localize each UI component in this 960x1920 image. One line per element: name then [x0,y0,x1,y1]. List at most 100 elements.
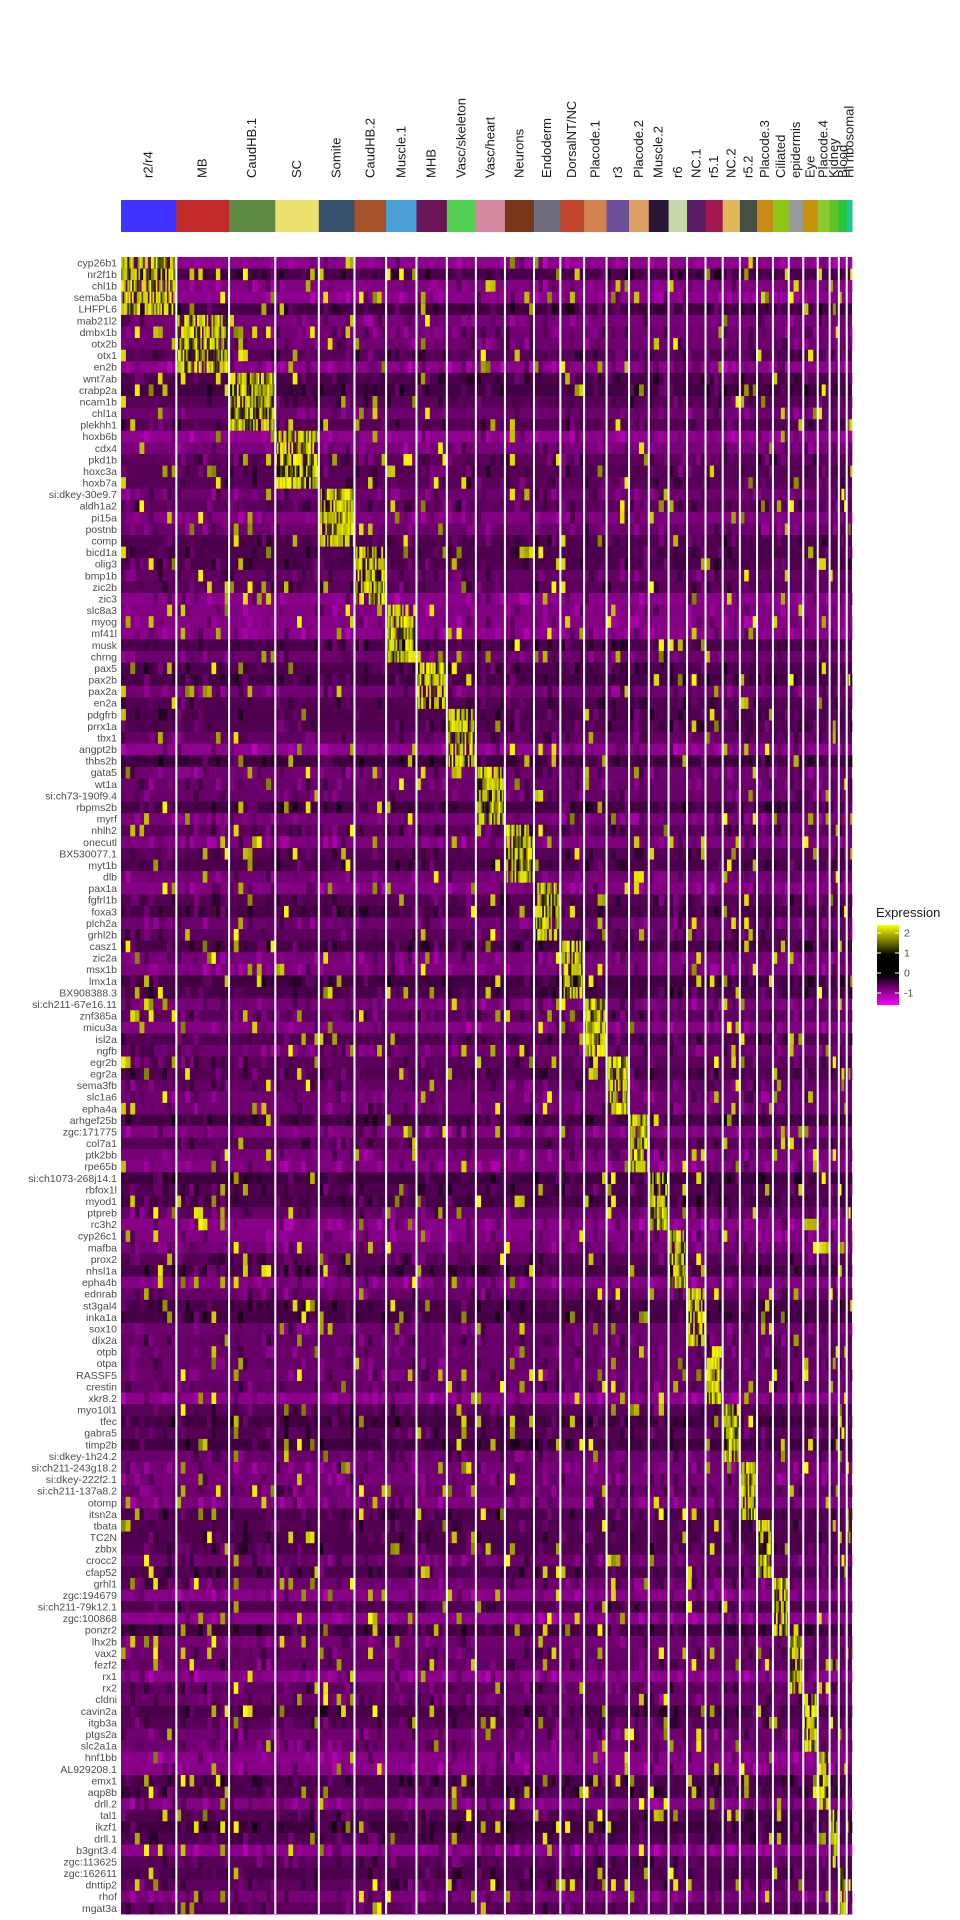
heatmap-cell [339,523,342,536]
heatmap-cell [462,720,465,733]
heatmap-cell [560,500,566,513]
heatmap-cell [761,569,766,582]
heatmap-cell [121,963,126,976]
heatmap-cell [310,720,315,733]
heatmap-cell [426,685,428,698]
heatmap-cell [314,558,320,571]
heatmap-cell [663,929,669,942]
heatmap-cell [130,523,136,536]
heatmap-cell [553,905,556,918]
heatmap-cell [242,917,248,930]
heatmap-cell [225,314,228,327]
heatmap-cell [557,917,560,930]
heatmap-cell [772,604,778,617]
heatmap-cell [471,349,477,362]
heatmap-cell [611,697,616,710]
heatmap-cell [222,326,225,339]
heatmap-cell [821,581,826,594]
heatmap-cell [335,535,337,548]
heatmap-cell [296,465,299,478]
heatmap-cell [433,627,439,640]
heatmap-cell [202,940,208,953]
heatmap-cell [663,824,669,837]
heatmap-cell [574,674,580,687]
group-color-swatch [722,200,741,232]
heatmap-cell [215,755,221,768]
heatmap-cell [722,662,728,675]
heatmap-cell [757,790,762,803]
heatmap-cell [761,326,766,339]
heatmap-cell [793,442,799,455]
heatmap-cell [542,326,548,339]
heatmap-cell [682,697,688,710]
group-labels: r2/r4 MB CaudHB.1 SC Somite CaudHB.2 Muscle.1 M… [141,98,857,178]
heatmap-cell [752,836,758,849]
heatmap-cell [211,894,217,907]
heatmap-cell [574,453,580,466]
heatmap-cell [162,407,168,420]
heatmap-cell [584,708,589,721]
heatmap-row [121,477,852,490]
heatmap-cell [504,546,511,559]
heatmap-cell [848,523,851,536]
heatmap-cell [367,558,370,571]
heatmap-cell [412,929,417,942]
heatmap-cell [772,372,778,385]
heatmap-cell [130,894,136,907]
heatmap-cell [429,813,435,826]
heatmap-cell [500,685,506,698]
heatmap-cell [242,453,248,466]
heatmap-cell [180,604,186,617]
heatmap-cell [416,859,422,872]
heatmap-cell [220,952,225,965]
heatmap-cell [332,894,337,907]
heatmap-cell [538,257,544,269]
heatmap-cell [288,419,294,432]
heatmap-cell [252,801,258,814]
heatmap-cell [673,268,679,281]
heatmap-cell [483,801,486,814]
heatmap-cell [331,511,334,524]
heatmap-cell [519,847,522,860]
heatmap-cell [714,905,719,918]
heatmap-cell [422,685,425,698]
heatmap-cell [141,257,144,269]
heatmap-cell [846,488,849,501]
heatmap-cell [368,535,373,548]
heatmap-cell [509,453,515,466]
heatmap-cell [776,361,782,374]
heatmap-cell [821,940,826,953]
heatmap-cell [588,488,594,501]
heatmap-cell [224,361,227,374]
heatmap-cell [451,349,457,362]
heatmap-cell [504,662,511,675]
heatmap-cell [700,847,706,860]
group-color-swatch [275,200,320,232]
heatmap-cell [157,372,163,385]
heatmap-cell [381,569,384,582]
heatmap-cell [726,546,732,559]
heatmap-cell [333,535,336,548]
heatmap-cell [500,894,506,907]
heatmap-cell [537,917,540,930]
heatmap-cell [336,500,339,513]
heatmap-cell [446,766,452,779]
heatmap-cell [509,940,515,953]
heatmap-cell [365,569,368,582]
heatmap-cell [346,523,349,536]
heatmap-cell [731,396,736,409]
heatmap-cell [390,790,396,803]
heatmap-cell [687,616,692,629]
heatmap-cell [310,465,313,478]
heatmap-cell [147,280,150,293]
heatmap-cell [471,338,477,351]
heatmap-cell [691,419,697,432]
heatmap-cell [270,929,276,942]
heatmap-cell [356,569,358,582]
heatmap-cell [579,917,585,930]
heatmap-cell [132,280,134,293]
heatmap-cell [229,314,234,327]
heatmap-cell [700,639,706,652]
heatmap-cell [442,314,448,327]
heatmap-cell [485,940,491,953]
